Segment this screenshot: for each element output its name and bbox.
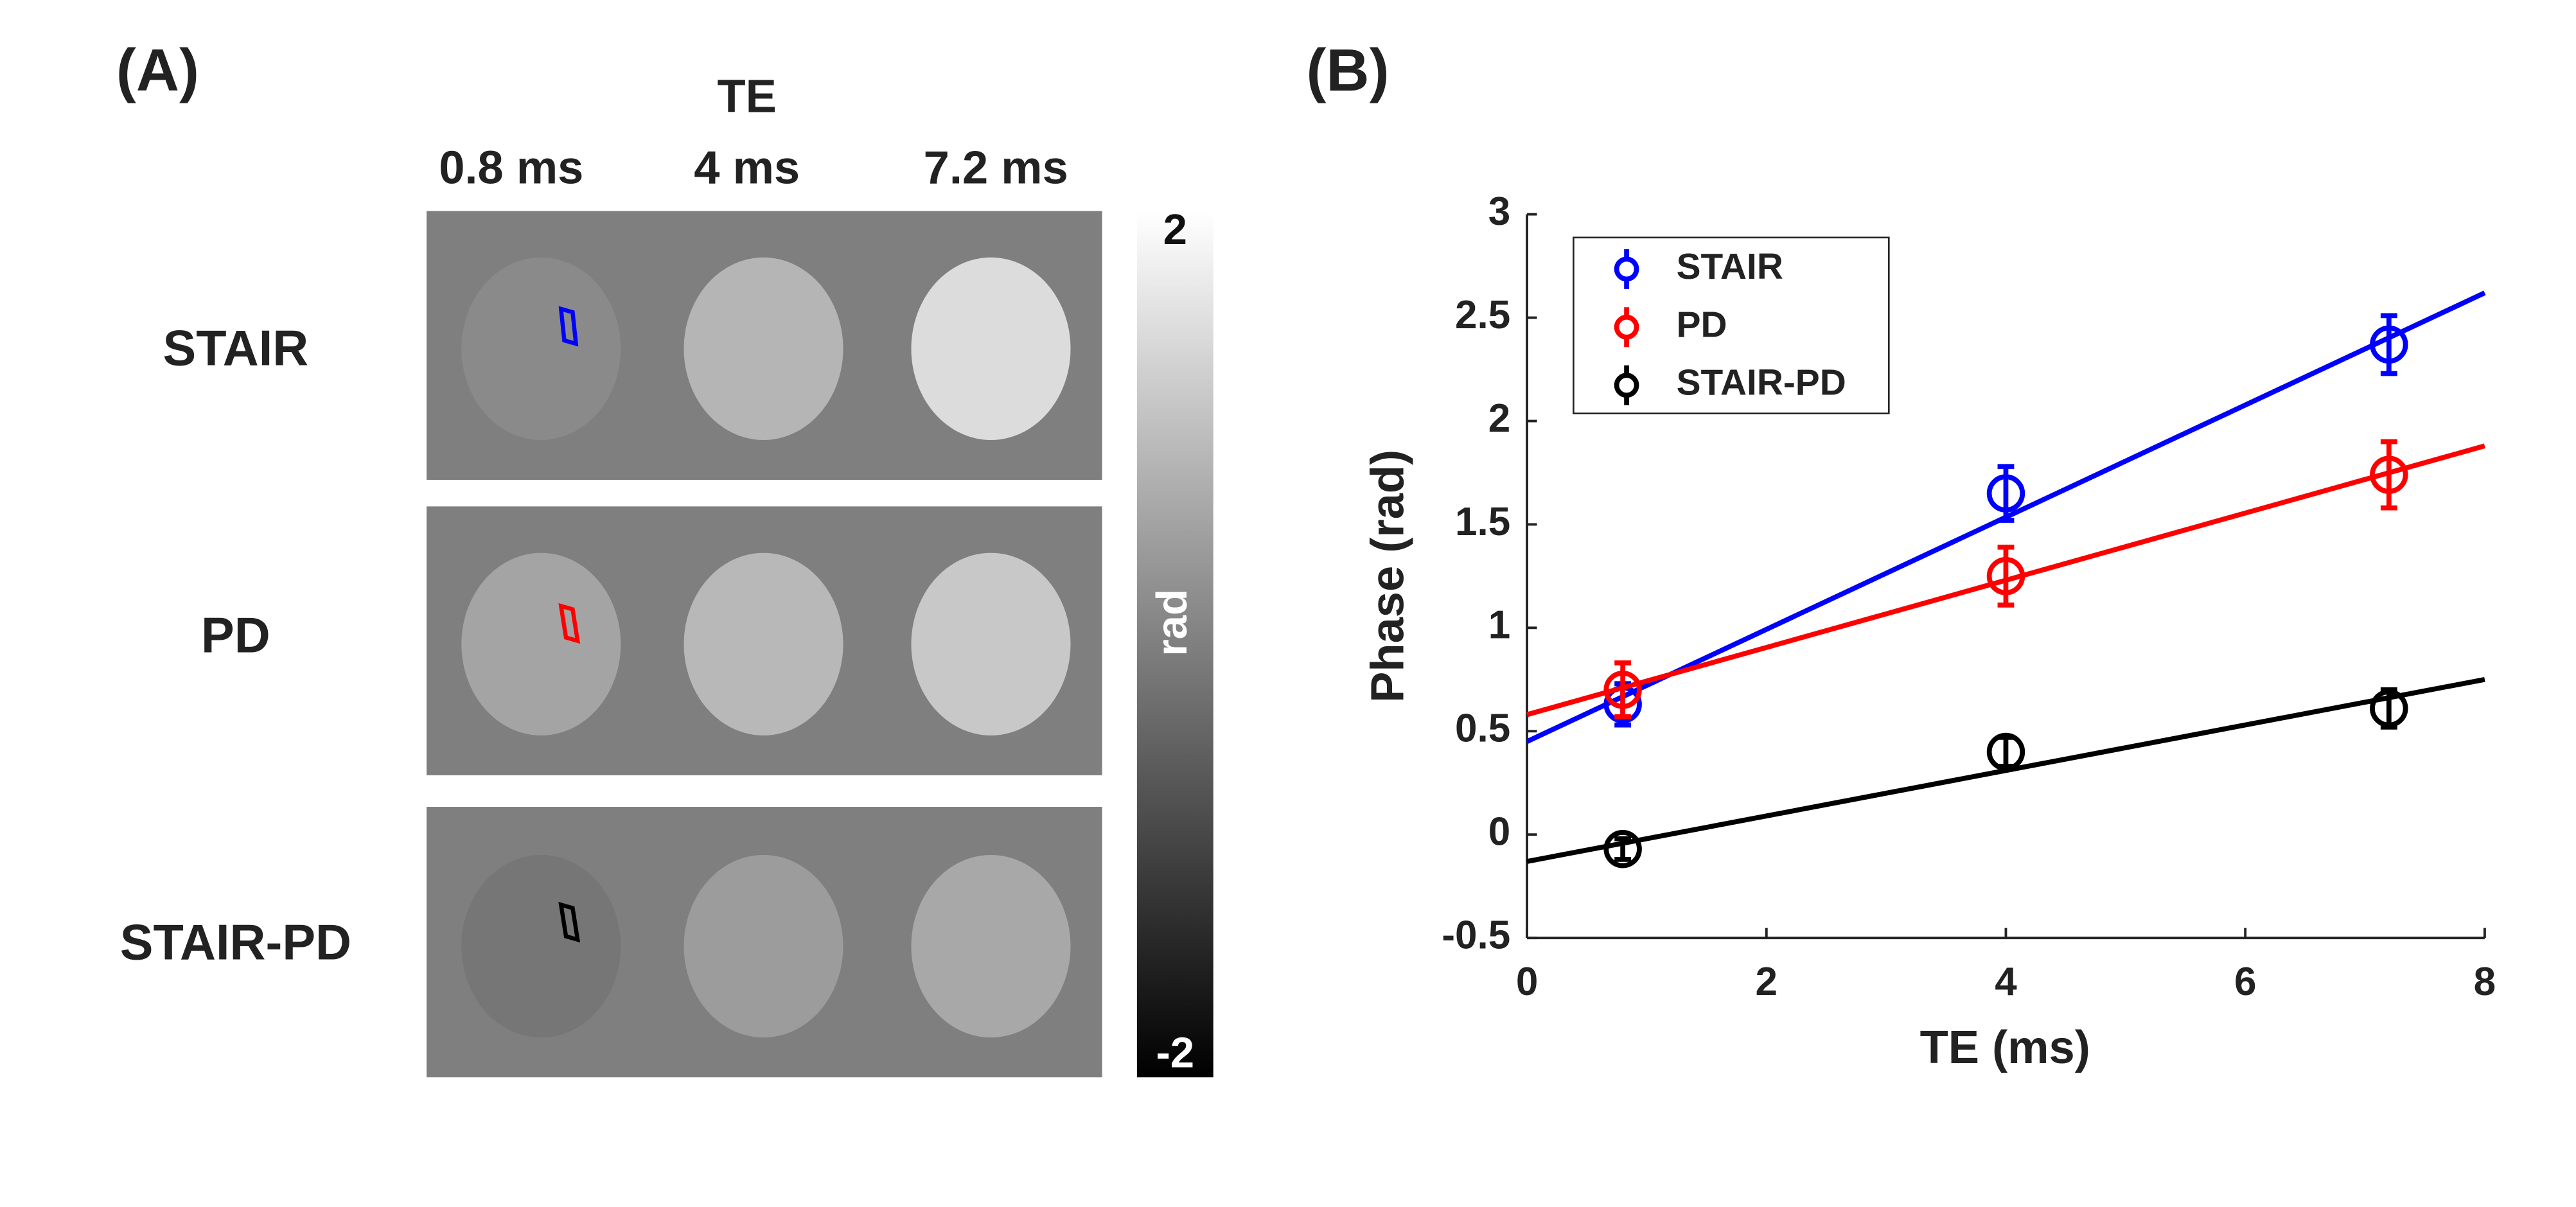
x-axis-label: TE (ms) — [1920, 1022, 2090, 1073]
error-bar — [1997, 735, 2015, 769]
x-tick-label: 4 — [1995, 960, 2017, 1004]
brain — [684, 854, 843, 1038]
column-label: 7.2 ms — [924, 143, 1068, 194]
row-label: STAIR — [163, 321, 309, 376]
marker — [1986, 732, 2025, 771]
legend-marker — [1614, 314, 1639, 340]
y-tick-label: 2 — [1488, 396, 1510, 441]
brain — [911, 257, 1071, 440]
marker — [1986, 557, 2025, 595]
row-label: STAIR-PD — [120, 915, 351, 971]
error-bar — [1997, 544, 2015, 608]
x-tick-label: 8 — [2474, 960, 2496, 1004]
brain — [911, 552, 1071, 736]
marker — [1603, 671, 1642, 709]
brain — [684, 552, 843, 736]
column-title: TE — [717, 71, 776, 122]
brain — [461, 854, 621, 1038]
panel-label: (B) — [1306, 37, 1389, 103]
marker — [2370, 455, 2408, 494]
brain — [461, 552, 621, 736]
y-tick-label: 1 — [1488, 603, 1510, 648]
y-tick-label: 0 — [1488, 810, 1510, 854]
colorbar — [1136, 211, 1213, 1078]
marker — [2370, 325, 2408, 364]
brain — [461, 257, 621, 440]
colorbar-tick: -2 — [1156, 1028, 1194, 1077]
y-tick-label: -0.5 — [1442, 913, 1510, 958]
y-tick-label: 0.5 — [1455, 707, 1510, 751]
legend-label: PD — [1677, 304, 1727, 345]
error-bar — [2380, 313, 2397, 376]
legend-label: STAIR — [1677, 247, 1783, 287]
brain — [684, 257, 843, 440]
marker — [1603, 830, 1642, 868]
legend-marker — [1614, 256, 1639, 282]
legend-label: STAIR-PD — [1677, 363, 1846, 403]
x-tick-label: 6 — [2234, 960, 2256, 1004]
image-grid — [427, 211, 1102, 1078]
error-bar — [2380, 439, 2397, 511]
x-tick-label: 2 — [1756, 960, 1778, 1004]
colorbar-tick: 2 — [1163, 206, 1187, 254]
y-axis-label: Phase (rad) — [1362, 450, 1413, 703]
row-label: PD — [201, 608, 270, 664]
x-tick-label: 0 — [1516, 960, 1538, 1004]
y-tick-label: 2.5 — [1455, 293, 1510, 337]
panel-label: (A) — [116, 37, 199, 103]
error-bar — [1614, 836, 1632, 862]
roi — [558, 306, 579, 347]
y-tick-label: 3 — [1488, 189, 1510, 234]
marker — [1986, 474, 2025, 513]
brain — [911, 854, 1071, 1038]
roi — [558, 603, 581, 644]
y-tick-label: 1.5 — [1455, 500, 1510, 544]
colorbar-label: rad — [1148, 589, 1196, 656]
marker — [2370, 689, 2408, 728]
legend-marker — [1614, 373, 1639, 398]
roi — [558, 901, 581, 943]
column-label: 0.8 ms — [439, 143, 583, 194]
column-label: 4 ms — [694, 143, 800, 194]
